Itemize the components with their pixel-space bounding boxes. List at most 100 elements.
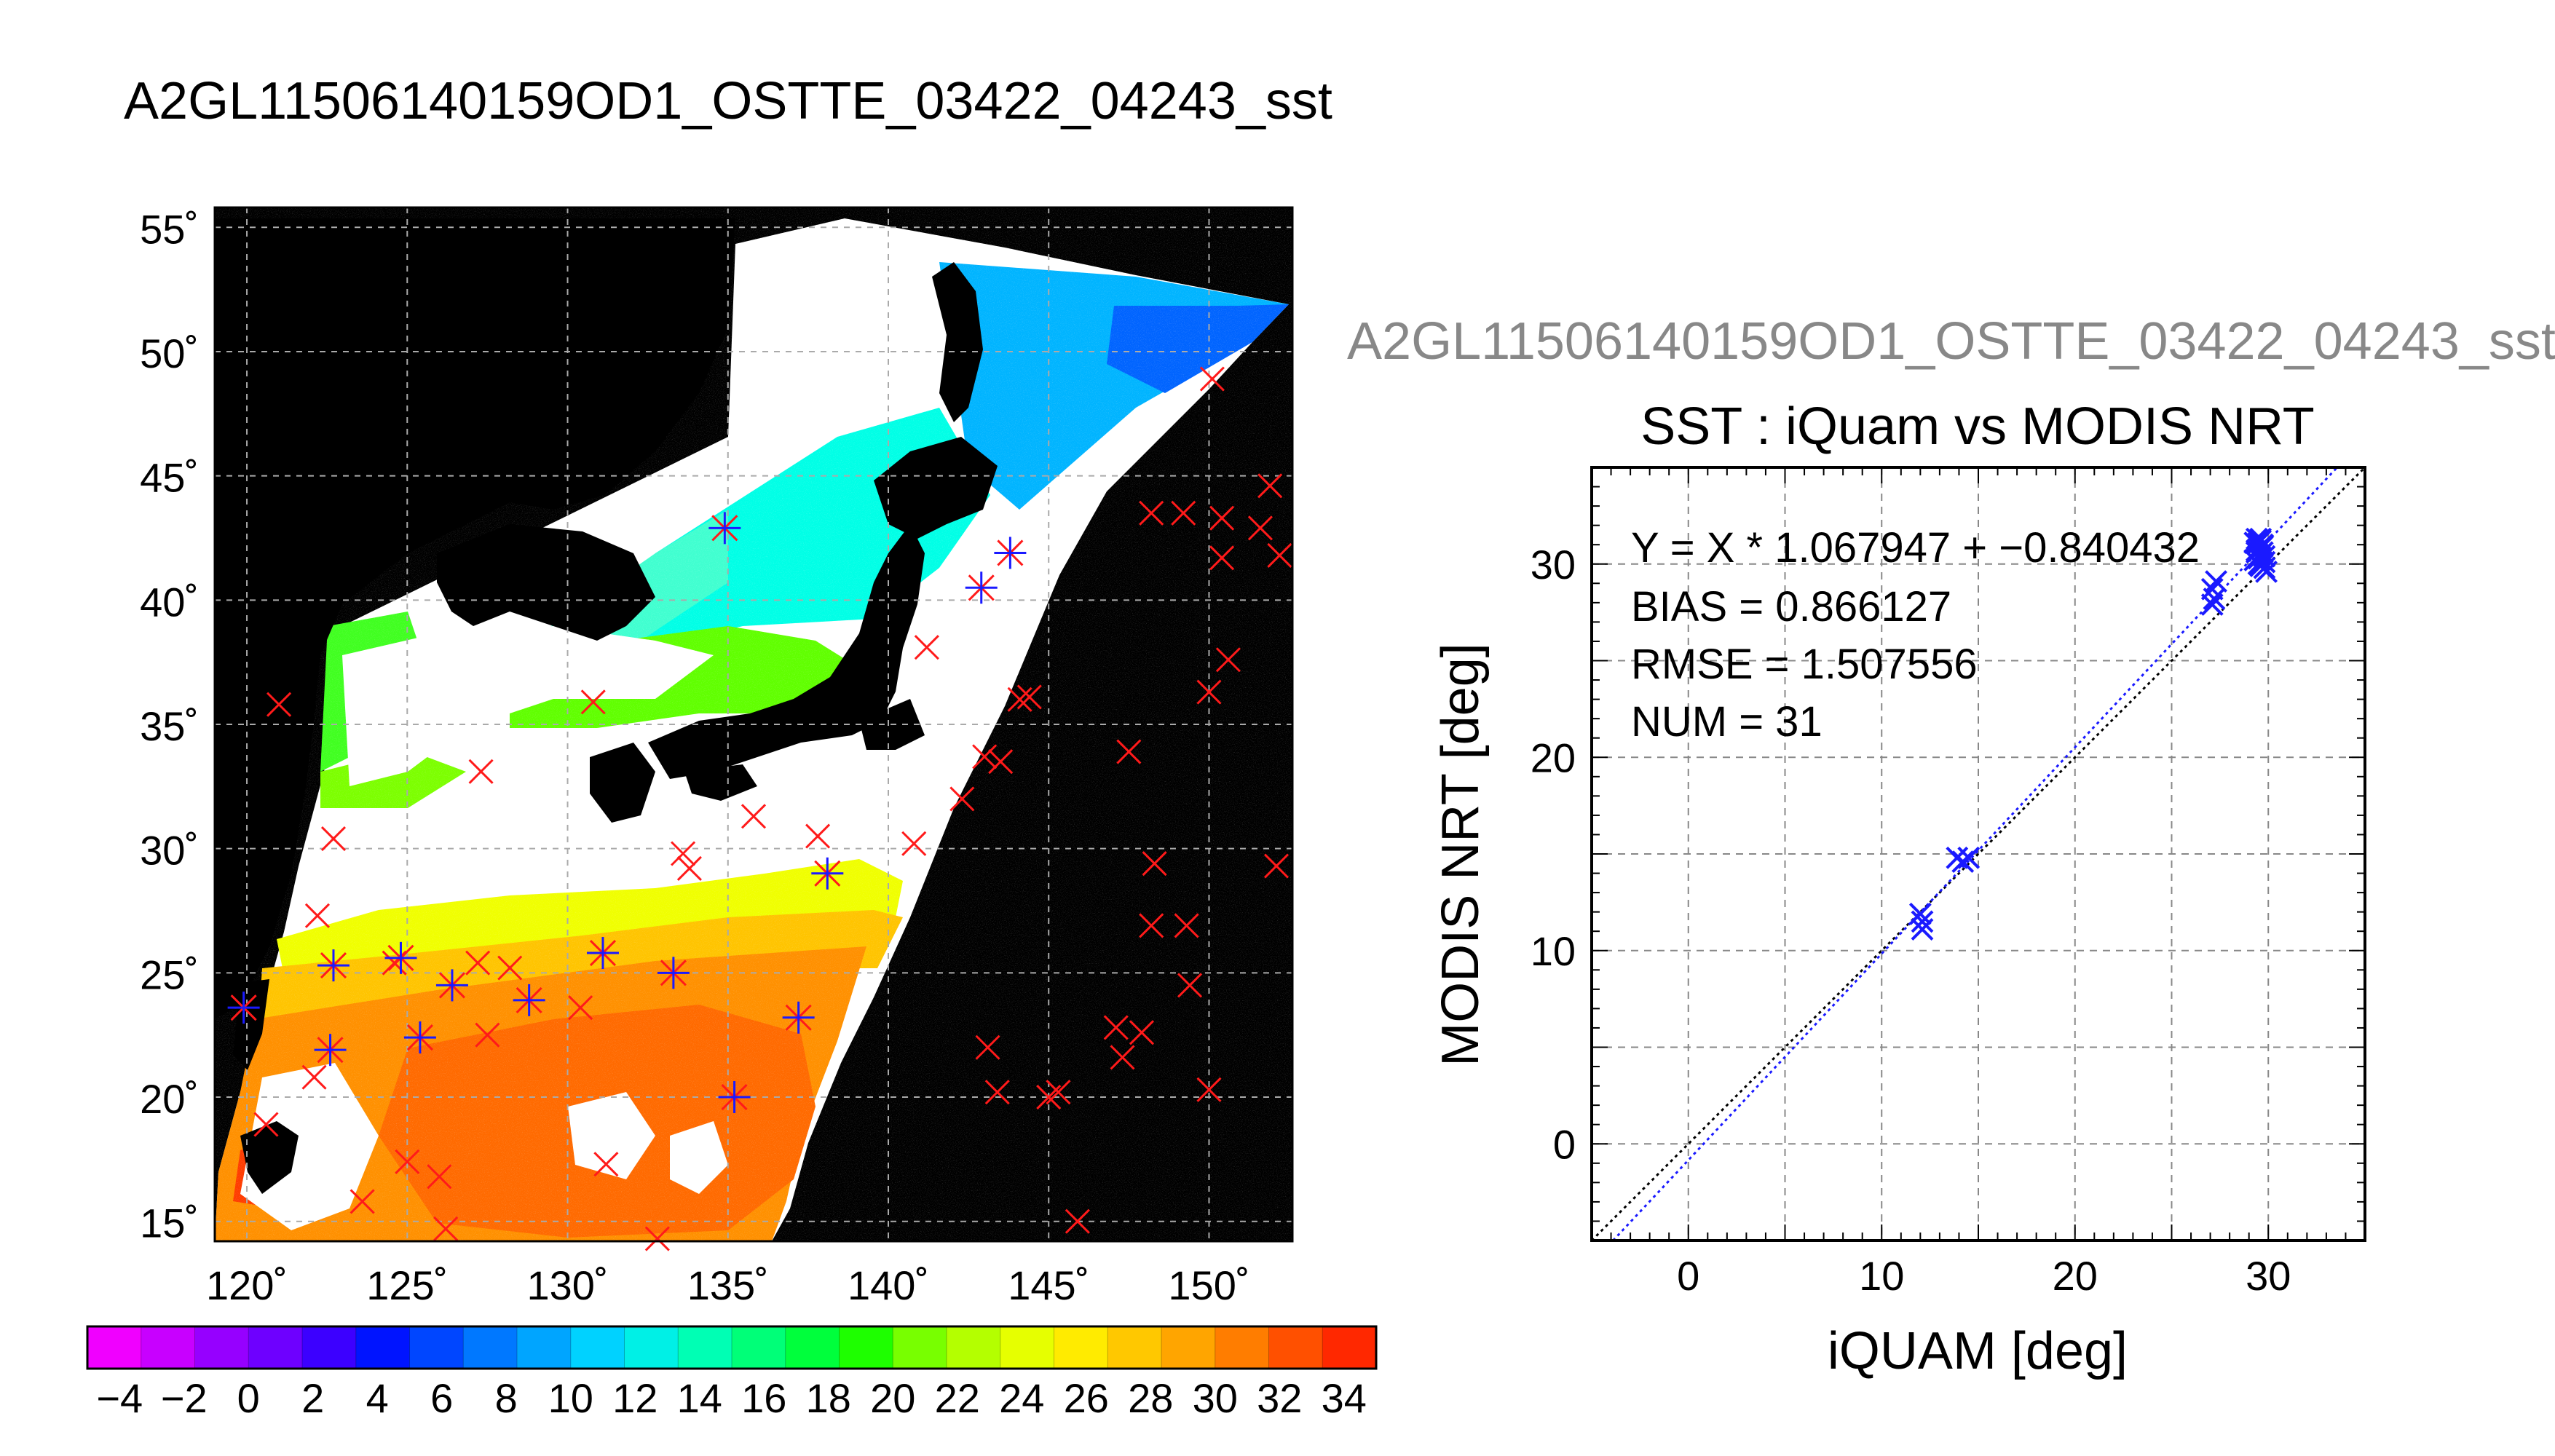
matchup-marker-star	[965, 571, 998, 604]
map-lon-tick-label: 125˚	[366, 1262, 448, 1308]
matchup-marker-star	[314, 1034, 347, 1067]
matchup-marker-red	[1129, 1020, 1155, 1045]
matchup-marker-red	[1065, 1208, 1090, 1234]
map-lon-tick-label: 145˚	[1008, 1262, 1089, 1308]
matchup-marker-red	[1016, 684, 1042, 710]
matchup-marker-blue-plus	[513, 984, 545, 1016]
map-lon-tick-label: 120˚	[206, 1262, 288, 1308]
land-korea	[437, 524, 655, 641]
matchup-marker-blue-plus	[657, 957, 690, 989]
map-lon-tick-label: 130˚	[526, 1262, 608, 1308]
matchup-markers	[227, 366, 1292, 1251]
map-lat-tick-label: 40˚	[140, 579, 199, 625]
matchup-marker-red	[468, 759, 494, 784]
matchup-marker-star	[708, 512, 741, 545]
matchup-marker-red	[1177, 973, 1203, 998]
matchup-marker-red	[1110, 1045, 1135, 1070]
map-lat-tick-label: 35˚	[140, 703, 199, 749]
matchup-marker-blue-plus	[403, 1021, 436, 1054]
swath-layer	[215, 207, 1292, 1241]
main-title: A2GL11506140159OD1_OSTTE_03422_04243_sst	[124, 72, 1332, 130]
map-lat-tick-label: 45˚	[140, 455, 199, 501]
matchup-marker-red	[1046, 1080, 1071, 1105]
land-luzon	[240, 1121, 299, 1194]
matchup-marker-red	[475, 1022, 500, 1048]
matchup-marker-star	[227, 992, 260, 1024]
matchup-marker-red	[1007, 687, 1032, 712]
matchup-marker-blue-plus	[586, 937, 619, 970]
matchup-marker-red	[1116, 739, 1142, 764]
map-lon-tick-label: 135˚	[687, 1262, 769, 1308]
matchup-marker-red	[972, 744, 998, 769]
matchup-marker-red	[984, 1080, 1010, 1105]
matchup-marker-red	[1103, 1015, 1129, 1040]
matchup-marker-red	[988, 749, 1014, 775]
matchup-marker-red	[1209, 545, 1235, 571]
matchup-marker-red	[1171, 500, 1196, 526]
matchup-marker-star	[586, 937, 619, 970]
land-sakhalin	[932, 262, 983, 422]
matchup-marker-red	[266, 692, 292, 717]
matchup-marker-red	[1139, 500, 1164, 526]
matchup-marker-red	[671, 841, 696, 866]
matchup-marker-blue-plus	[227, 992, 260, 1024]
matchup-marker-red	[1142, 851, 1167, 877]
matchup-marker-red	[433, 1216, 459, 1241]
matchup-marker-star	[384, 941, 417, 974]
matchup-marker-red	[676, 855, 702, 882]
matchup-marker-red	[914, 635, 939, 660]
matchup-marker-blue-plus	[994, 537, 1027, 569]
matchup-marker-red	[1196, 679, 1222, 705]
matchup-marker-red	[1215, 647, 1241, 673]
matchup-marker-star	[403, 1021, 436, 1054]
map-lat-tick-label: 20˚	[140, 1076, 199, 1122]
land-masses	[215, 218, 998, 1194]
land-hokkaido	[874, 437, 998, 539]
matchup-marker-star	[513, 984, 545, 1016]
matchup-marker-blue-plus	[782, 1001, 815, 1034]
matchup-marker-red	[1174, 913, 1199, 938]
matchup-marker-red	[395, 1149, 420, 1174]
matchup-marker-red	[741, 804, 767, 829]
map-lon-tick-label: 150˚	[1168, 1262, 1249, 1308]
map-border	[213, 206, 1294, 1243]
land-kyushu	[590, 743, 655, 823]
matchup-marker-red	[1196, 1077, 1222, 1102]
map-tick-labels: 55˚ 50˚ 45˚ 40˚ 35˚ 30˚ 25˚ 20˚ 15˚120˚ 125˚ 130˚ 1…	[140, 206, 1249, 1308]
matchup-marker-red	[1247, 515, 1273, 541]
matchup-marker-red	[580, 689, 606, 715]
matchup-marker-red	[350, 1189, 375, 1214]
map-lon-tick-label: 140˚	[848, 1262, 929, 1308]
matchup-marker-red	[301, 1064, 327, 1090]
matchup-marker-red	[465, 950, 491, 976]
matchup-marker-red	[901, 831, 927, 856]
matchup-marker-blue-plus	[965, 571, 998, 604]
matchup-marker-red	[253, 1112, 279, 1137]
matchup-marker-red	[975, 1034, 1000, 1060]
land-taiwan	[233, 979, 269, 1070]
matchup-marker-blue-plus	[435, 969, 468, 1002]
map-lat-tick-label: 55˚	[140, 206, 199, 252]
matchup-marker-red	[1257, 473, 1283, 499]
matchup-marker-red	[949, 786, 975, 812]
map-gridlines	[215, 207, 1292, 1241]
land-shikoku	[684, 764, 757, 801]
matchup-marker-star	[811, 857, 844, 890]
matchup-marker-blue-plus	[811, 857, 844, 890]
matchup-marker-blue-plus	[317, 949, 350, 982]
matchup-marker-red	[427, 1164, 452, 1190]
map-lat-tick-label: 30˚	[140, 828, 199, 874]
map-lat-tick-label: 50˚	[140, 331, 199, 376]
matchup-marker-blue-plus	[718, 1081, 751, 1114]
matchup-marker-blue-plus	[314, 1034, 347, 1067]
matchup-marker-blue-plus	[708, 512, 741, 545]
matchup-marker-blue-plus	[384, 941, 417, 974]
matchup-marker-star	[782, 1001, 815, 1034]
matchup-marker-star	[994, 537, 1027, 569]
matchup-marker-red	[304, 903, 331, 928]
land-china-coast	[215, 218, 735, 1019]
matchup-marker-red	[593, 1152, 619, 1177]
matchup-marker-red	[497, 955, 523, 981]
matchup-marker-red	[1263, 853, 1290, 879]
matchup-marker-red	[1267, 542, 1292, 568]
